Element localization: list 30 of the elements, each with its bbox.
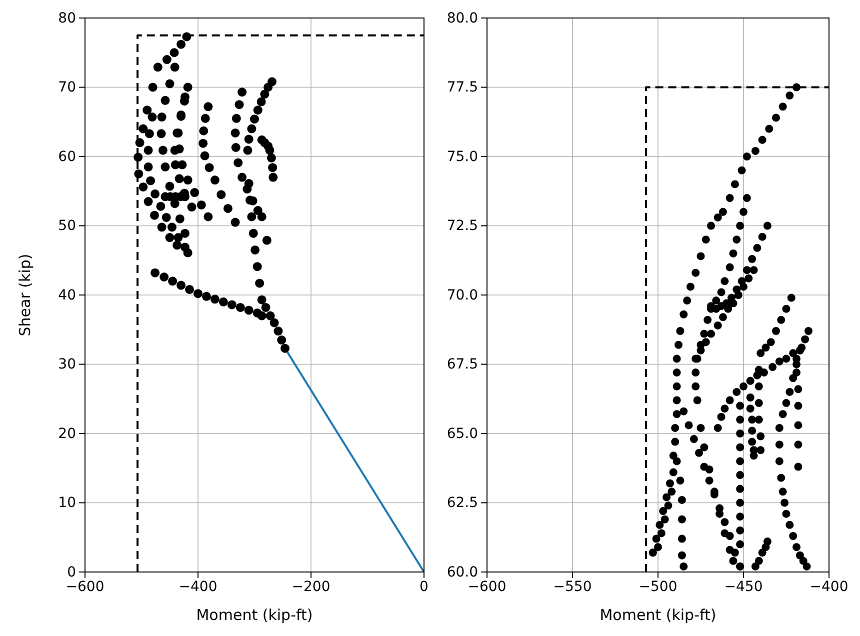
- y-tick-label: 62.5: [446, 495, 478, 512]
- y-tick-label: 30: [58, 356, 76, 373]
- y-tick-label: 65.0: [446, 426, 478, 442]
- x-tick-label: −450: [724, 578, 763, 595]
- x-tick-label: −400: [810, 578, 848, 595]
- x-axis-title: Moment (kip-ft): [196, 606, 313, 624]
- y-tick-label: 10: [58, 495, 76, 512]
- y-tick-label: 60.0: [446, 564, 478, 580]
- y-tick-label: 72.5: [446, 218, 478, 234]
- y-tick-label: 60: [58, 148, 76, 165]
- x-tick-label: −550: [553, 578, 592, 595]
- x-tick-label: 0: [420, 578, 428, 595]
- y-tick-label: 50: [58, 218, 76, 234]
- y-tick-label: 75.0: [446, 148, 478, 165]
- y-tick-label: 0: [67, 564, 76, 580]
- x-tick-label: −200: [292, 578, 330, 595]
- y-tick-label: 40: [58, 287, 76, 304]
- x-tick-label: −600: [468, 578, 506, 595]
- y-axis-title: Shear (kip): [16, 254, 34, 336]
- y-tick-label: 70: [58, 80, 76, 96]
- x-tick-label: −400: [178, 578, 218, 595]
- x-axis-title: Moment (kip-ft): [600, 606, 716, 624]
- y-tick-label: 80: [58, 10, 76, 26]
- y-tick-label: 70.0: [446, 287, 478, 304]
- x-tick-label: −600: [66, 578, 104, 595]
- y-tick-label: 20: [58, 426, 76, 442]
- x-tick-label: −500: [638, 578, 678, 595]
- y-tick-label: 77.5: [446, 80, 478, 96]
- y-tick-label: 80.0: [446, 10, 478, 26]
- y-tick-label: 67.5: [446, 356, 478, 373]
